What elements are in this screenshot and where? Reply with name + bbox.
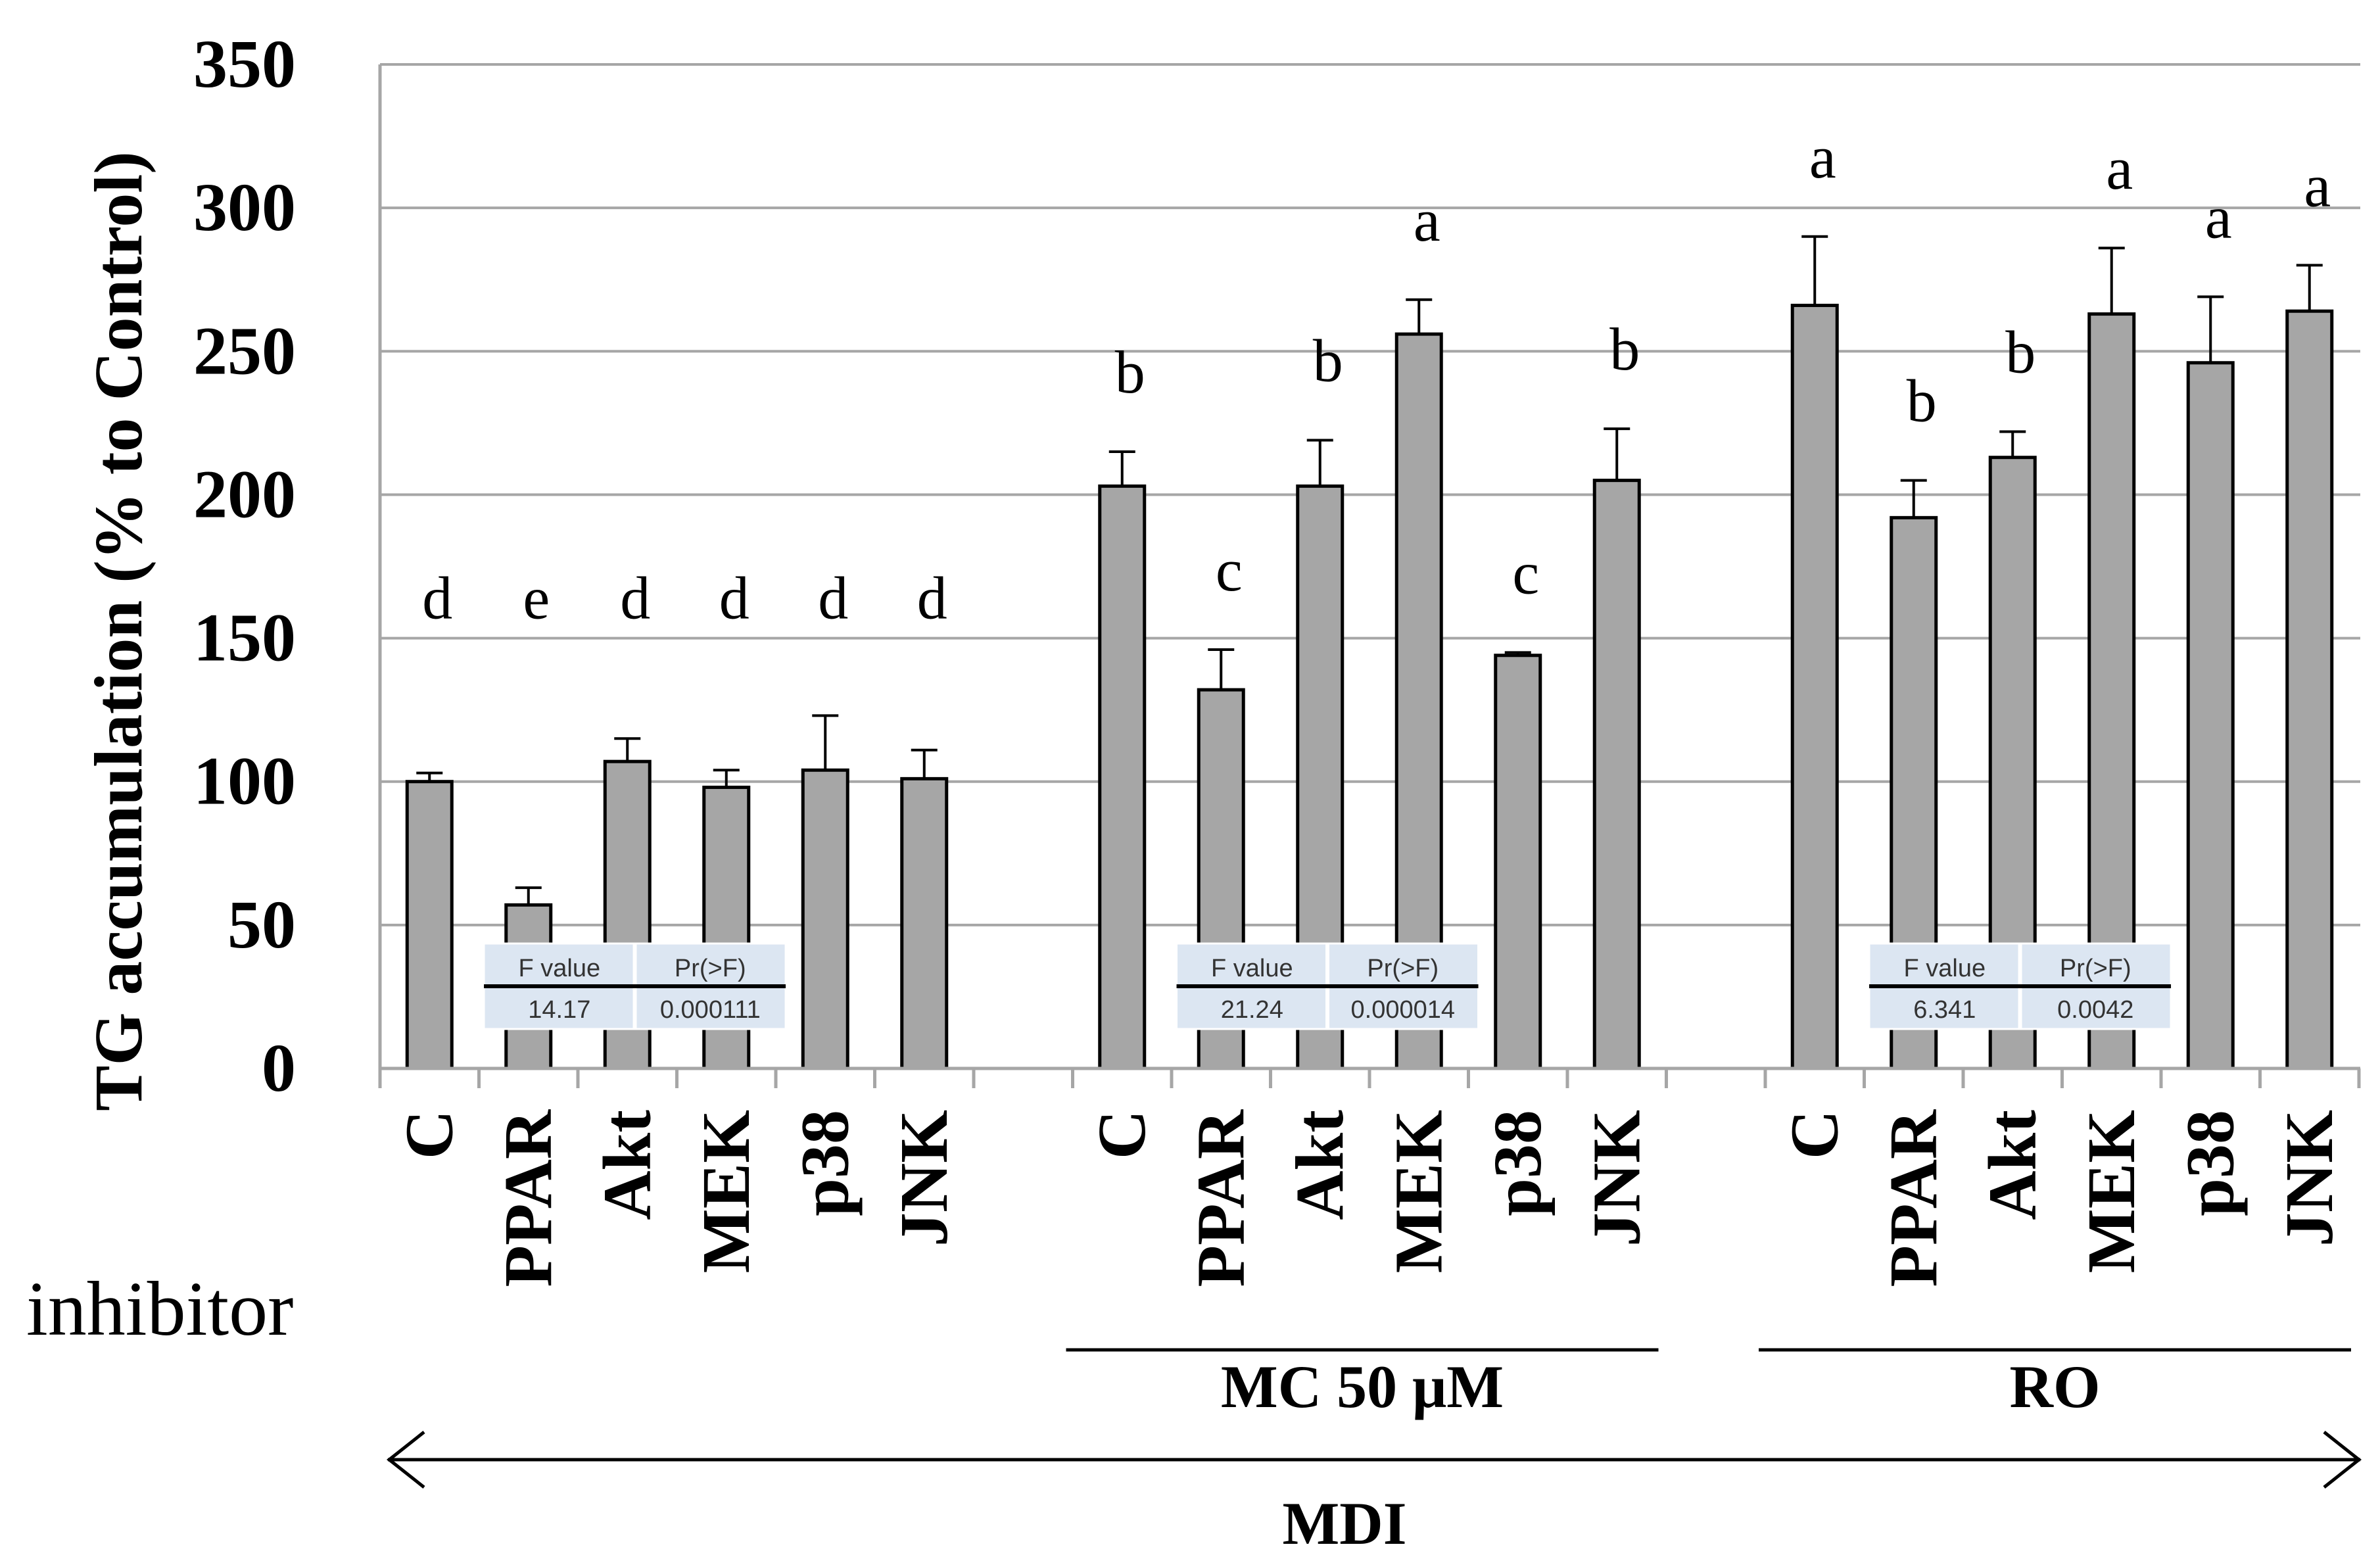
significance-letter: e [523,565,550,632]
significance-letter: d [719,565,750,632]
category-label: MEK [1381,1110,1456,1274]
significance-letter: b [1609,316,1640,383]
bar [900,777,949,1070]
significance-letters: d e d d d d b c b a c b a b b a a a [422,124,2331,632]
category-label: MEK [688,1110,764,1274]
anova-f-value: 6.341 [1913,996,1976,1024]
significance-letter: c [1512,539,1539,606]
anova-p-value: 0.000111 [660,996,761,1024]
significance-letter: d [620,565,650,632]
bar [405,780,454,1070]
inhibitor-label: inhibitor [26,1266,293,1352]
anova-tables: F value Pr(>F) 14.17 0.000111 F value Pr(>F) 2… [483,942,2172,1030]
significance-letter: b [1115,339,1145,406]
anova-p-header: Pr(>F) [675,955,746,982]
category-label: JNK [1579,1110,1654,1247]
group-labels: MC 50 μM RO [1066,1348,2351,1420]
anova-table: F value Pr(>F) 14.17 0.000111 [483,942,787,1030]
y-axis-title: TG accumulation (% to Control) [81,151,156,1111]
axes [378,64,2361,1088]
mdi-arrow-left-head [386,1431,425,1489]
category-label: C [1776,1110,1852,1159]
y-tick-label: 100 [193,744,296,819]
group-label: MC 50 μM [1221,1353,1504,1420]
group-label: RO [2010,1353,2101,1420]
significance-letter: b [1313,327,1343,395]
x-category-labels: C PPAR Akt MEK p38 JNK C PPAR Akt MEK p38 JNK C PPAR A… [391,1109,2347,1287]
category-label: Akt [1974,1110,2050,1220]
category-label: JNK [2272,1110,2347,1247]
anova-f-header: F value [1903,955,1986,982]
category-label: p38 [2172,1110,2248,1216]
anova-p-header: Pr(>F) [1367,955,1439,982]
significance-letter: b [1907,368,1937,435]
anova-f-header: F value [1211,955,1293,982]
significance-letter: a [2106,135,2133,202]
significance-letter: c [1216,537,1243,604]
anova-f-header: F value [518,955,600,982]
error-bars [416,235,2323,905]
category-label: PPAR [490,1109,566,1287]
category-label: p38 [1480,1110,1556,1216]
significance-letter: a [1414,187,1440,254]
anova-table: F value Pr(>F) 6.341 0.0042 [1868,942,2172,1030]
y-tick-label: 300 [193,170,296,245]
category-label: Akt [1282,1110,1358,1220]
anova-p-value: 0.000014 [1351,996,1456,1024]
anova-table: F value Pr(>F) 21.24 0.000014 [1176,942,1480,1030]
category-label: C [391,1110,467,1159]
mdi-bracket: MDI [386,1431,2362,1555]
category-label: p38 [787,1110,863,1216]
y-tick-label: 0 [262,1030,296,1106]
category-label: PPAR [1876,1109,1951,1287]
mdi-arrow-right-head [2323,1431,2362,1489]
bar [1790,303,1839,1070]
bar [2285,309,2334,1070]
y-tick-label: 250 [193,313,296,389]
bar [1098,484,1147,1070]
significance-letter: a [1809,124,1836,191]
category-label: PPAR [1183,1109,1258,1287]
category-label: JNK [886,1110,962,1247]
significance-letter: d [422,565,452,632]
gridlines [380,63,2360,926]
significance-letter: d [917,565,947,632]
y-tick-label: 50 [227,887,296,963]
y-tick-labels: 0 50 100 150 200 250 300 350 [193,26,296,1106]
anova-f-value: 14.17 [528,996,590,1024]
mdi-label: MDI [1282,1490,1406,1555]
y-tick-label: 150 [193,600,296,676]
category-label: C [1084,1110,1160,1159]
anova-p-header: Pr(>F) [2060,955,2131,982]
significance-letter: b [2005,318,2035,385]
anova-p-value: 0.0042 [2057,996,2133,1024]
bar [1592,479,1641,1070]
y-tick-label: 350 [193,26,296,102]
y-tick-label: 200 [193,456,296,532]
category-label: MEK [2074,1110,2149,1274]
significance-letter: d [818,565,848,632]
category-label: Akt [589,1110,665,1220]
bar [1494,654,1542,1070]
anova-f-value: 21.24 [1221,996,1283,1024]
bar [2186,361,2235,1070]
bar [801,768,849,1070]
significance-letter: a [2304,152,2331,219]
significance-letter: a [2205,183,2232,251]
